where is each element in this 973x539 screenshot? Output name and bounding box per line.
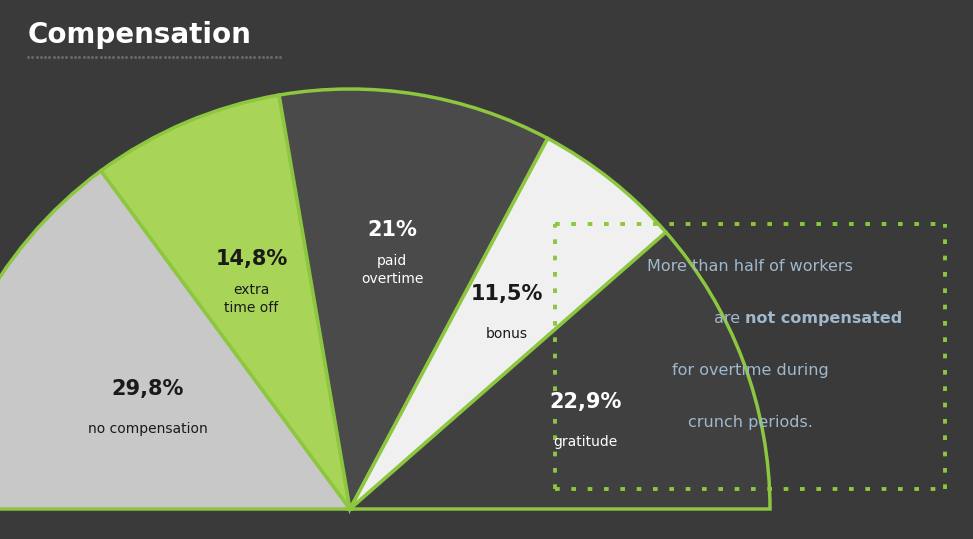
Text: paid
overtime: paid overtime: [361, 253, 423, 286]
Wedge shape: [101, 95, 350, 509]
Text: 21%: 21%: [367, 220, 417, 240]
Text: bonus: bonus: [486, 327, 527, 341]
Text: 11,5%: 11,5%: [470, 284, 543, 303]
Text: gratitude: gratitude: [554, 436, 618, 450]
Text: Compensation: Compensation: [28, 21, 252, 49]
Wedge shape: [279, 89, 548, 509]
Text: not compensated: not compensated: [745, 311, 902, 326]
Text: 22,9%: 22,9%: [550, 392, 622, 412]
Text: extra
time off: extra time off: [224, 283, 278, 315]
Text: crunch periods.: crunch periods.: [688, 415, 812, 430]
Text: for overtime during: for overtime during: [671, 363, 828, 378]
Text: 29,8%: 29,8%: [112, 379, 184, 399]
Wedge shape: [350, 139, 666, 509]
Wedge shape: [350, 232, 770, 509]
Text: are: are: [714, 311, 745, 326]
Wedge shape: [0, 171, 350, 509]
Text: More than half of workers: More than half of workers: [647, 259, 853, 274]
Text: no compensation: no compensation: [88, 421, 207, 436]
Text: 14,8%: 14,8%: [215, 249, 287, 269]
